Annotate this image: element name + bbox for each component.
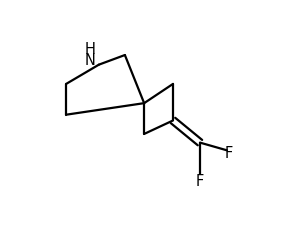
Text: H: H (85, 42, 96, 57)
Text: N: N (85, 53, 96, 68)
Text: F: F (225, 146, 233, 161)
Text: F: F (196, 174, 204, 188)
